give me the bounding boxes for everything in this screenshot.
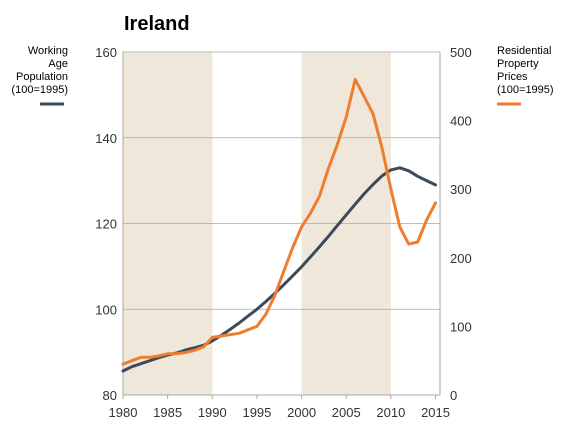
left-tick-label-140: 140	[95, 131, 117, 146]
x-tick-label-1980: 1980	[109, 405, 138, 420]
legend-residential-property-prices-label: Residential Property Prices (100=1995)	[497, 45, 554, 96]
legend-residential-property-prices-label-line-4: (100=1995)	[497, 84, 554, 96]
left-tick-label-160: 160	[95, 45, 117, 60]
left-tick-label-100: 100	[95, 302, 117, 317]
right-axis-ticks: 0 100 200 300 400 500	[450, 45, 472, 403]
legend-left: Working Age Population (100=1995)	[11, 45, 68, 106]
series-layer	[121, 77, 437, 373]
right-tick-label-100: 100	[450, 319, 472, 334]
left-axis-ticks: 80 100 120 140 160	[95, 45, 117, 403]
legend-working-age-population-label-line-1: Working	[28, 45, 68, 57]
legend-working-age-population-label-line-2: Age	[48, 58, 68, 70]
legend-working-age-population-label-line-3: Population	[16, 71, 68, 83]
right-tick-label-0: 0	[450, 388, 457, 403]
axes	[122, 52, 441, 396]
x-tick-label-2005: 2005	[332, 405, 361, 420]
legend-residential-property-prices-label-line-3: Prices	[497, 71, 528, 83]
left-tick-label-80: 80	[103, 388, 117, 403]
x-tick-label-1985: 1985	[153, 405, 182, 420]
residential-property-prices-line	[121, 77, 437, 366]
right-tick-label-500: 500	[450, 45, 472, 60]
left-tick-label-120: 120	[95, 217, 117, 232]
x-tick-label-2010: 2010	[376, 405, 405, 420]
legend-working-age-population-label-line-4: (100=1995)	[11, 84, 68, 96]
x-tick-label-2000: 2000	[287, 405, 316, 420]
legend-residential-property-prices-label-line-2: Property	[497, 58, 539, 70]
right-tick-label-300: 300	[450, 182, 472, 197]
legend-right: Residential Property Prices (100=1995)	[497, 45, 554, 106]
x-tick-label-1995: 1995	[242, 405, 271, 420]
x-tick-label-2015: 2015	[421, 405, 450, 420]
gridlines	[123, 51, 440, 310]
legend-residential-property-prices-label-line-1: Residential	[497, 45, 551, 57]
x-axis-ticks: 1980 1985 1990 1995 2000 2005 2010 2015	[109, 395, 450, 420]
right-tick-label-200: 200	[450, 251, 472, 266]
legend-working-age-population-label: Working Age Population (100=1995)	[11, 45, 68, 96]
right-tick-label-400: 400	[450, 114, 472, 129]
x-tick-label-1990: 1990	[198, 405, 227, 420]
chart-title: Ireland	[124, 13, 190, 35]
